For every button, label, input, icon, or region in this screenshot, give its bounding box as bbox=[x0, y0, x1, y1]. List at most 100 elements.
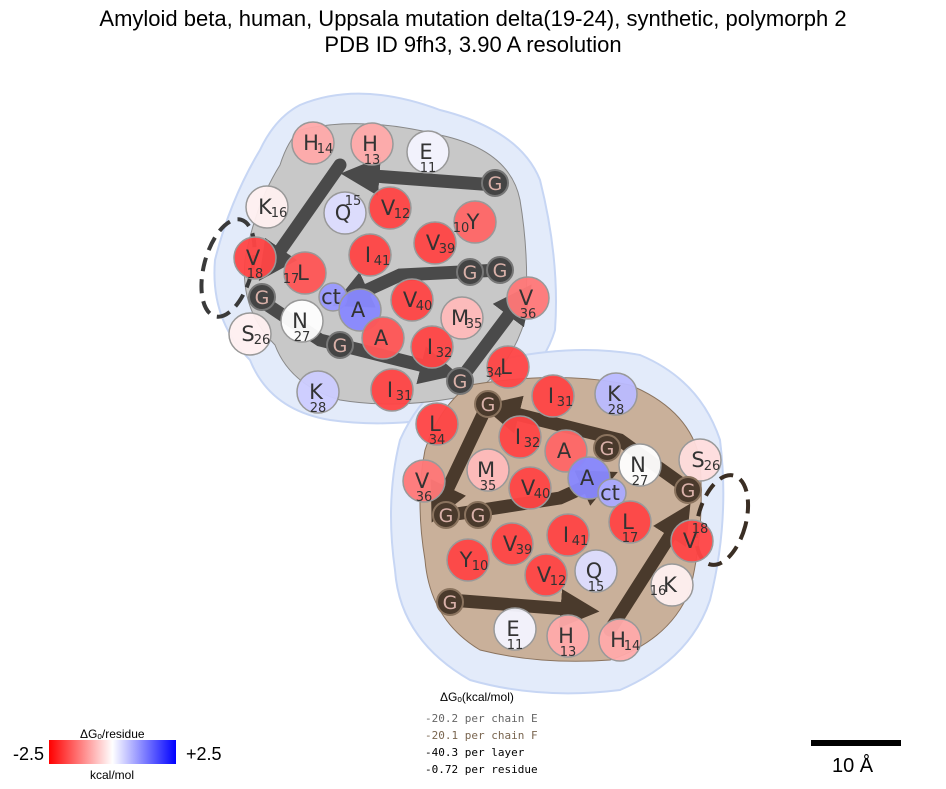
residue-letter: I bbox=[427, 335, 433, 359]
chain-e-residue-E11: E11 bbox=[406, 130, 450, 176]
residue-number: 28 bbox=[608, 403, 625, 418]
residue-number: 26 bbox=[704, 459, 721, 474]
residue-letter: V bbox=[503, 532, 518, 556]
residue-letter: A bbox=[351, 298, 366, 322]
residue-number: 15 bbox=[588, 580, 605, 595]
residue-letter: I bbox=[548, 384, 554, 408]
chain-f-residue-N27: N27 bbox=[618, 443, 662, 489]
residue-letter: A bbox=[374, 326, 389, 350]
residue-number: 39 bbox=[439, 242, 456, 257]
chain-f-residue-G: G bbox=[432, 501, 460, 529]
chain-f-residue-ct: ct bbox=[597, 478, 627, 508]
residue-number: 36 bbox=[520, 307, 537, 322]
scale-bar bbox=[811, 740, 901, 746]
residue-letter: E bbox=[506, 617, 519, 641]
chain-f-residue-I41: I 41 bbox=[546, 513, 590, 557]
residue-number: 35 bbox=[466, 317, 483, 332]
residue-letter: S bbox=[241, 322, 254, 346]
energy-line: -0.72 per residue bbox=[425, 763, 538, 776]
residue-letter: N bbox=[630, 453, 646, 477]
chain-e-residue-L17: L17 bbox=[283, 251, 327, 295]
residue-number: 41 bbox=[572, 534, 589, 549]
energy-line: -20.1 per chain F bbox=[425, 729, 538, 742]
residue-letter: V bbox=[426, 231, 441, 255]
residue-number: 34 bbox=[486, 366, 503, 381]
residue-letter: G bbox=[453, 371, 468, 393]
residue-number: 39 bbox=[516, 543, 533, 558]
residue-letter: G bbox=[255, 287, 270, 309]
residue-letter: I bbox=[365, 243, 371, 267]
chain-f-residue-V36: V36 bbox=[402, 459, 446, 505]
chain-e-residue-G: G bbox=[446, 367, 474, 395]
residue-letter: ct bbox=[600, 481, 620, 505]
residue-letter: H bbox=[610, 628, 626, 652]
residue-number: 18 bbox=[247, 267, 264, 282]
residue-letter: K bbox=[258, 195, 273, 219]
chain-f-residue-G: G bbox=[674, 476, 702, 504]
residue-number: 36 bbox=[416, 490, 433, 505]
residue-letter: Q bbox=[335, 201, 352, 225]
residue-letter: Y bbox=[459, 548, 473, 572]
colorbar-gradient bbox=[49, 740, 176, 764]
chain-e-residue-H14: H14 bbox=[291, 121, 335, 165]
residue-letter: V bbox=[537, 563, 552, 587]
chain-f-residue-H13: H13 bbox=[546, 614, 590, 660]
residue-letter: V bbox=[415, 469, 430, 493]
residue-letter: H bbox=[362, 132, 378, 156]
residue-letter: I bbox=[387, 378, 393, 402]
chain-e-residue-V40: V40 bbox=[390, 278, 434, 322]
chain-f-residue-I31: I 31 bbox=[531, 374, 575, 418]
residue-number: 12 bbox=[550, 574, 567, 589]
residue-number: 14 bbox=[624, 639, 641, 654]
residue-letter: G bbox=[443, 592, 458, 614]
chain-e-residue-V36: V36 bbox=[506, 276, 550, 322]
chain-e-residue-G: G bbox=[456, 258, 484, 286]
chain-f-residue-G: G bbox=[436, 588, 464, 616]
residue-letter: G bbox=[439, 505, 454, 527]
chain-f-residue-H14: H14 bbox=[598, 618, 642, 662]
residue-letter: V bbox=[521, 476, 536, 500]
chain-e-residue-H13: H13 bbox=[350, 122, 394, 168]
chain-f-residue-L34: L34 bbox=[415, 402, 459, 448]
residue-number: 12 bbox=[394, 207, 411, 222]
residue-letter: H bbox=[558, 624, 574, 648]
residue-number: 35 bbox=[480, 479, 497, 494]
chain-f-residue-V12: V12 bbox=[524, 553, 568, 597]
chain-e-residue-I31: I 31 bbox=[370, 368, 414, 412]
scale-bar-label: 10 Å bbox=[832, 755, 874, 777]
residue-letter: G bbox=[481, 394, 496, 416]
chain-f-residue-E11: E11 bbox=[493, 607, 537, 653]
colorbar-max-label: +2.5 bbox=[186, 744, 222, 764]
residue-letter: V bbox=[246, 246, 261, 270]
residue-number: 17 bbox=[283, 272, 300, 287]
energy-line: -20.2 per chain E bbox=[425, 712, 538, 725]
residue-number: 10 bbox=[453, 221, 470, 236]
residue-number: 41 bbox=[374, 254, 391, 269]
chain-f-residue-V39: V39 bbox=[490, 522, 534, 566]
residue-letter: L bbox=[297, 261, 309, 285]
residue-letter: N bbox=[292, 309, 308, 333]
residue-letter: G bbox=[488, 173, 503, 195]
chain-e-residue-Q15: Q15 bbox=[323, 191, 367, 235]
residue-letter: L bbox=[622, 510, 634, 534]
residue-letter: K bbox=[309, 380, 324, 404]
residue-letter: V bbox=[403, 288, 418, 312]
residue-letter: ct bbox=[321, 285, 341, 309]
figure-title-line1: Amyloid beta, human, Uppsala mutation de… bbox=[99, 6, 847, 31]
residue-letter: A bbox=[557, 439, 572, 463]
residue-number: 40 bbox=[416, 299, 433, 314]
residue-number: 27 bbox=[294, 330, 311, 345]
chain-e-residue-A: A bbox=[361, 316, 405, 360]
residue-number: 28 bbox=[310, 401, 327, 416]
residue-number: 17 bbox=[622, 531, 639, 546]
figure-title-line2: PDB ID 9fh3, 3.90 A resolution bbox=[324, 32, 622, 57]
residue-letter: G bbox=[471, 505, 486, 527]
residue-number: 13 bbox=[364, 153, 381, 168]
chain-f-residue-M35: M35 bbox=[466, 448, 510, 494]
chain-e-residue-I41: I 41 bbox=[348, 233, 392, 277]
chain-f-residue-G: G bbox=[474, 390, 502, 418]
energy-line: -40.3 per layer bbox=[425, 746, 525, 759]
residue-number: 16 bbox=[650, 584, 667, 599]
